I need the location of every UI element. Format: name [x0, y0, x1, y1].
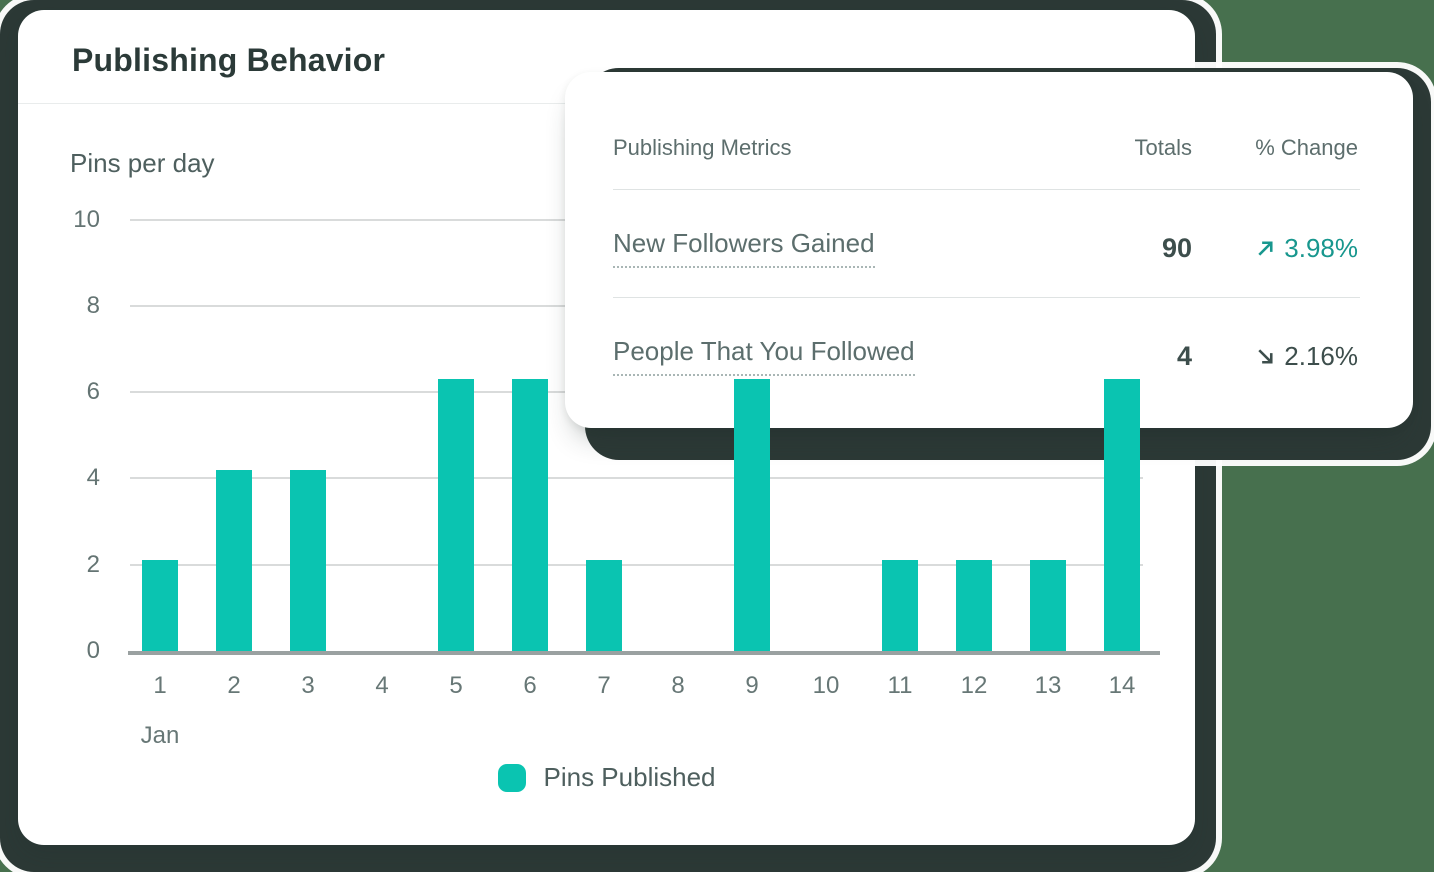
bar-day-5[interactable]: [438, 379, 474, 655]
y-axis-tick-6: 6: [86, 378, 100, 406]
x-axis-tick-6: 6: [523, 672, 537, 699]
bar-day-9[interactable]: [734, 379, 770, 655]
x-axis-tick-5: 5: [449, 672, 463, 699]
metric-row-people-followed: People That You Followed 4 2.16%: [613, 332, 1358, 380]
chart-subtitle: Pins per day: [70, 148, 215, 178]
x-axis-tick-9: 9: [745, 672, 759, 699]
bar-day-2[interactable]: [216, 469, 252, 655]
metric-total-people-followed: 4: [1176, 340, 1192, 371]
gridline-y-2: [130, 563, 1143, 566]
page-title: Publishing Behavior: [72, 42, 386, 78]
y-axis-tick-10: 10: [73, 205, 100, 233]
bar-day-12[interactable]: [956, 560, 992, 655]
metric-label-people-followed[interactable]: People That You Followed: [613, 336, 915, 376]
x-axis-tick-4: 4: [375, 672, 389, 699]
x-axis-tick-12: 12: [960, 672, 988, 699]
chart-legend[interactable]: Pins Published: [18, 762, 1195, 793]
bar-day-7[interactable]: [586, 560, 622, 655]
bar-day-1[interactable]: [142, 560, 178, 655]
metrics-divider: [613, 297, 1360, 298]
column-header-totals: Totals: [1134, 135, 1192, 160]
metric-change-new-followers: 3.98%: [1192, 233, 1358, 264]
y-axis-tick-0: 0: [86, 637, 100, 664]
column-header-change: % Change: [1255, 135, 1358, 160]
bar-day-14[interactable]: [1104, 379, 1140, 655]
y-axis-tick-2: 2: [86, 550, 100, 578]
x-axis-tick-8: 8: [671, 672, 685, 699]
y-axis-tick-8: 8: [86, 291, 100, 319]
bar-day-6[interactable]: [512, 379, 548, 655]
trend-down-icon: [1254, 345, 1277, 368]
y-axis-tick-4: 4: [86, 464, 100, 492]
gridline-y-4: [130, 477, 1143, 480]
bar-day-3[interactable]: [290, 469, 326, 655]
metrics-header-row: Publishing Metrics Totals % Change: [613, 128, 1358, 168]
trend-up-icon: [1254, 237, 1277, 260]
bar-day-11[interactable]: [882, 560, 918, 655]
legend-label: Pins Published: [543, 762, 716, 792]
metric-change-people-followed: 2.16%: [1192, 341, 1358, 372]
legend-swatch-icon: [497, 763, 526, 792]
metric-total-new-followers: 90: [1161, 232, 1192, 263]
x-axis-tick-11: 11: [887, 672, 913, 699]
metric-change-value: 3.98%: [1284, 232, 1358, 263]
x-axis-tick-14: 14: [1108, 672, 1136, 699]
x-axis-tick-13: 13: [1034, 672, 1062, 699]
metric-change-value: 2.16%: [1284, 340, 1358, 371]
x-axis-tick-2: 2: [227, 672, 241, 699]
x-axis-month-label: Jan: [140, 722, 180, 749]
x-axis-tick-7: 7: [597, 672, 611, 699]
metric-label-new-followers[interactable]: New Followers Gained: [613, 228, 875, 268]
x-axis-tick-1: 1: [153, 672, 167, 699]
publishing-metrics-card: Publishing Metrics Totals % Change New F…: [565, 72, 1413, 428]
x-axis-tick-3: 3: [301, 672, 315, 699]
x-axis-baseline: [128, 651, 1160, 655]
metric-row-new-followers: New Followers Gained 90 3.98%: [613, 224, 1358, 272]
x-axis-tick-10: 10: [812, 672, 840, 699]
metrics-title: Publishing Metrics: [613, 135, 792, 160]
bar-day-13[interactable]: [1030, 560, 1066, 655]
metrics-divider: [613, 189, 1360, 190]
